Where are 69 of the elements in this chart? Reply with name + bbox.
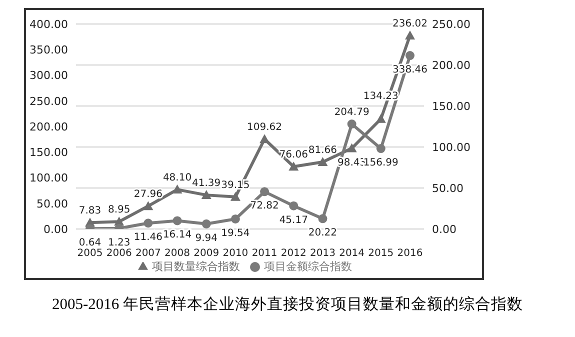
y-tick-label: 100.00	[30, 172, 68, 185]
point	[143, 201, 154, 210]
data-label: 19.54	[221, 228, 250, 239]
y-tick-label: 400.00	[30, 18, 68, 31]
data-label: 236.02	[392, 18, 428, 30]
point	[201, 190, 212, 200]
point	[347, 120, 356, 129]
x-tick-label: 2010	[222, 248, 248, 260]
point	[172, 184, 182, 194]
point	[406, 51, 414, 60]
point	[288, 162, 299, 171]
data-label: 45.17	[279, 214, 308, 226]
data-label: 41.39	[192, 178, 221, 190]
data-label: 9.94	[195, 232, 218, 244]
y-tick-label: 200.00	[30, 120, 68, 134]
point	[202, 219, 211, 228]
x-tick-label: 2008	[164, 248, 190, 260]
y-tick-label: 50.00	[36, 197, 68, 210]
point	[144, 218, 153, 228]
point	[405, 30, 415, 40]
data-label: 81.66	[308, 145, 338, 156]
x-tick-label: 2007	[135, 248, 161, 260]
point	[289, 201, 298, 210]
y2-tick-label: 0.00	[432, 222, 456, 236]
text: 2005-2016 年民营样本企业海外直接投资项目数量和金额的综合指数	[50, 295, 524, 315]
legend-label: 项目金额综合指数	[264, 260, 352, 273]
y2-tick-label: 150.00	[432, 100, 470, 113]
x-tick-label: 2009	[194, 248, 220, 260]
point	[260, 134, 270, 144]
point	[318, 214, 328, 224]
y-tick-label: 300.00	[30, 69, 68, 82]
point	[376, 114, 386, 123]
y2-tick-label: 50.00	[432, 182, 464, 195]
y-tick-label: 350.00	[30, 44, 68, 57]
point	[376, 144, 386, 154]
x-tick-label: 2016	[397, 248, 423, 260]
data-label: 204.79	[334, 107, 370, 118]
point	[260, 187, 270, 196]
data-label: 11.46	[134, 232, 162, 244]
point	[230, 192, 240, 201]
x-tick-label: 2013	[310, 248, 336, 260]
x-tick-label: 2005	[77, 248, 103, 260]
data-label: 16.14	[162, 230, 192, 241]
data-label: 109.62	[247, 122, 282, 134]
point	[230, 214, 240, 224]
point	[346, 143, 357, 152]
y2-tick-label: 250.00	[432, 18, 470, 31]
x-tick-label: 2011	[252, 248, 278, 260]
y-tick-label: 250.00	[30, 94, 68, 108]
x-tick-label: 2006	[106, 248, 132, 260]
data-label: 156.99	[363, 158, 398, 169]
point	[318, 157, 328, 166]
data-label: 0.64	[78, 238, 102, 249]
legend-label: 项目数量综合指数	[152, 260, 240, 273]
data-label: 27.96	[134, 189, 162, 200]
y2-tick-label: 200.00	[432, 58, 470, 72]
data-label: 1.23	[108, 237, 130, 248]
y-tick-label: 150.00	[30, 146, 68, 160]
y2-tick-label: 100.00	[432, 140, 470, 154]
point	[172, 216, 182, 226]
x-tick-label: 2015	[368, 248, 394, 260]
data-label: 72.82	[250, 200, 279, 212]
x-tick-label: 2014	[339, 248, 365, 260]
data-label: 48.10	[162, 172, 192, 184]
y-tick-label: 0.00	[44, 222, 68, 236]
data-label: 8.95	[108, 204, 130, 216]
data-label: 7.83	[78, 206, 102, 217]
x-tick-label: 2012	[280, 248, 306, 260]
data-label: 20.22	[308, 228, 338, 239]
